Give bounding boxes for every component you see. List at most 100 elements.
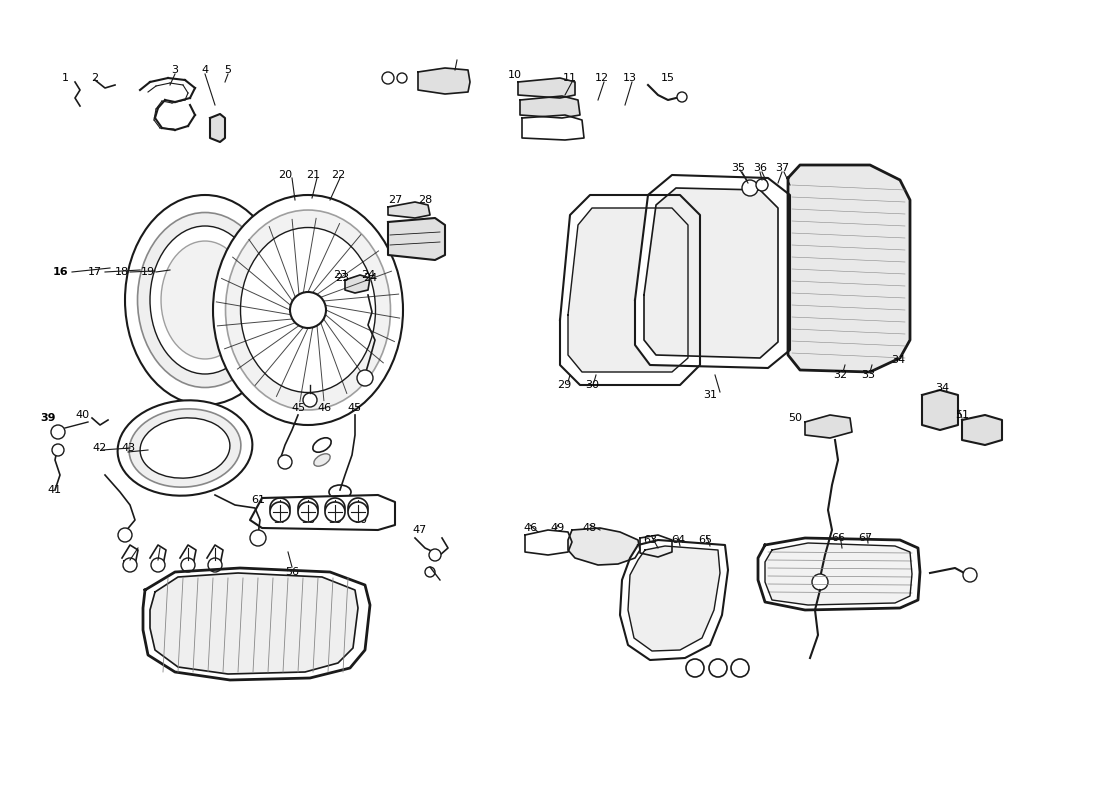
Text: 24: 24 [363,273,377,283]
Polygon shape [150,573,358,674]
Text: 67: 67 [858,533,872,543]
Polygon shape [922,390,958,430]
Polygon shape [788,165,910,372]
Text: 17: 17 [88,267,102,277]
Text: 23: 23 [334,273,349,283]
Circle shape [182,558,195,572]
Circle shape [348,502,369,522]
Ellipse shape [140,418,230,478]
Circle shape [686,659,704,677]
Circle shape [358,370,373,386]
Circle shape [51,425,65,439]
Circle shape [278,455,292,469]
Text: 34: 34 [891,355,905,365]
Polygon shape [518,78,575,98]
Polygon shape [764,543,912,605]
Circle shape [429,549,441,561]
Circle shape [298,502,318,522]
Text: 59: 59 [328,515,342,525]
Polygon shape [805,415,852,438]
Circle shape [676,92,688,102]
Text: 30: 30 [585,380,600,390]
Text: 64: 64 [671,535,685,545]
Text: 50: 50 [788,413,802,423]
Text: 36: 36 [754,163,767,173]
Text: 21: 21 [306,170,320,180]
Text: 22: 22 [331,170,345,180]
Circle shape [382,72,394,84]
Text: 24: 24 [361,270,375,280]
Polygon shape [250,495,395,530]
Circle shape [302,393,317,407]
Circle shape [710,659,727,677]
Ellipse shape [138,213,273,387]
Text: 20: 20 [278,170,293,180]
Text: 16: 16 [52,267,68,277]
Text: 4: 4 [201,65,209,75]
Text: 52: 52 [121,560,135,570]
Ellipse shape [329,485,351,499]
Polygon shape [635,175,790,368]
Text: 37: 37 [774,163,789,173]
Polygon shape [345,275,370,293]
Polygon shape [388,202,430,218]
Polygon shape [640,535,672,557]
Ellipse shape [226,210,390,410]
Circle shape [52,444,64,456]
Text: 41: 41 [48,485,62,495]
Ellipse shape [329,499,351,513]
Text: 48: 48 [583,523,597,533]
Text: 40: 40 [75,410,89,420]
Text: 31: 31 [703,390,717,400]
Text: 49: 49 [551,523,565,533]
Text: 32: 32 [833,370,847,380]
Text: 58: 58 [301,515,315,525]
Text: 42: 42 [92,443,107,453]
Polygon shape [962,415,1002,445]
Text: 46: 46 [318,403,332,413]
Circle shape [742,180,758,196]
Text: 60: 60 [353,515,367,525]
Text: 47: 47 [412,525,427,535]
Circle shape [732,659,749,677]
Circle shape [250,530,266,546]
Circle shape [962,568,977,582]
Text: 45: 45 [290,403,305,413]
Text: 63: 63 [644,535,657,545]
Text: 12: 12 [595,73,609,83]
Circle shape [270,502,290,522]
Polygon shape [644,188,778,358]
Ellipse shape [129,409,241,487]
Ellipse shape [312,438,331,452]
Circle shape [812,574,828,590]
Polygon shape [620,540,728,660]
Text: 15: 15 [661,73,675,83]
Circle shape [290,292,326,328]
Text: 66: 66 [830,533,845,543]
Polygon shape [560,195,700,385]
Text: 2: 2 [91,73,99,83]
Polygon shape [568,208,688,372]
Text: 1: 1 [62,73,68,83]
Circle shape [123,558,138,572]
Polygon shape [520,96,580,118]
Text: 51: 51 [955,410,969,420]
Ellipse shape [118,400,252,496]
Text: 56: 56 [285,567,299,577]
Text: 43: 43 [121,443,135,453]
Polygon shape [388,218,446,260]
Circle shape [270,498,290,518]
Text: 5: 5 [224,65,231,75]
Text: 19: 19 [141,267,155,277]
Text: 29: 29 [557,380,571,390]
Polygon shape [143,568,370,680]
Text: 23: 23 [333,270,348,280]
Text: 57: 57 [273,515,287,525]
Circle shape [348,498,369,518]
Polygon shape [418,68,470,94]
Circle shape [425,567,435,577]
Polygon shape [210,114,225,142]
Polygon shape [568,528,640,565]
Text: 53: 53 [151,560,165,570]
Text: 28: 28 [418,195,432,205]
